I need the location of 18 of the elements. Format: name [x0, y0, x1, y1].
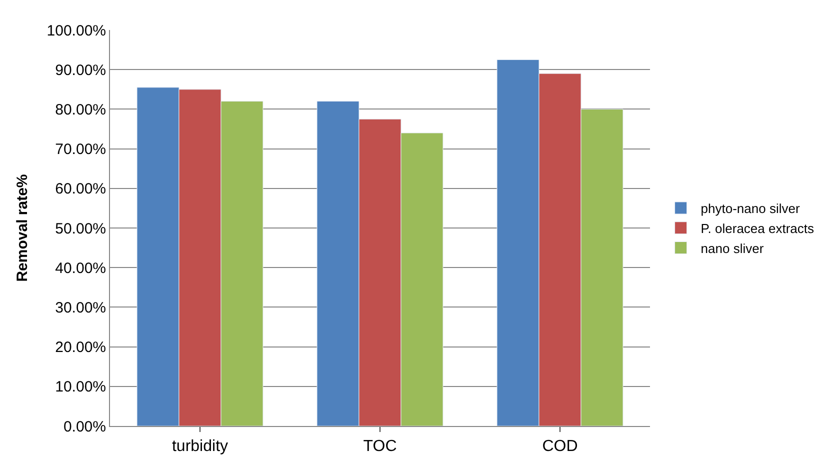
- y-tick-label: 10.00%: [55, 378, 106, 396]
- y-tick-label: 20.00%: [55, 339, 106, 356]
- y-tick-label: 90.00%: [55, 62, 106, 79]
- legend-label: phyto-nano silver: [700, 201, 800, 216]
- x-tick-label: COD: [542, 438, 578, 456]
- y-tick-label: 80.00%: [55, 101, 106, 118]
- y-tick-label: 0.00%: [63, 418, 106, 436]
- y-axis-title: Removal rate%: [14, 174, 32, 282]
- y-tick-label: 30.00%: [55, 299, 106, 316]
- y-tick-label: 60.00%: [55, 180, 106, 198]
- legend-label: P. oleracea extracts: [700, 220, 815, 236]
- legend-label: nano sliver: [700, 240, 764, 256]
- x-tick-label: turbidity: [172, 438, 228, 456]
- x-tick-label: TOC: [363, 438, 397, 456]
- y-tick-label: 70.00%: [55, 141, 106, 158]
- y-tick-label: 40.00%: [55, 260, 106, 277]
- y-tick-label: 50.00%: [55, 220, 106, 238]
- y-tick-label: 100.00%: [46, 22, 106, 40]
